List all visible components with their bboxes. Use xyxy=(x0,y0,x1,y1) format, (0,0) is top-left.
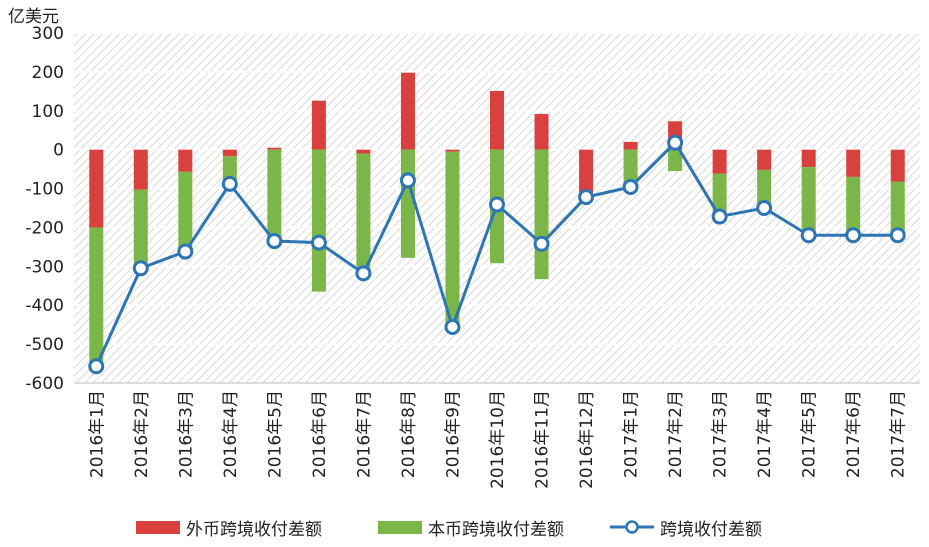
legend-swatch-local xyxy=(378,520,422,534)
bar-foreign xyxy=(445,149,460,152)
line-point xyxy=(533,235,550,252)
y-tick-label: -500 xyxy=(25,335,64,355)
legend-label-foreign: 外币跨境收付差额 xyxy=(186,519,322,540)
line-point xyxy=(489,196,505,213)
bar-foreign xyxy=(133,149,148,190)
x-tick-label: 2016年11月 xyxy=(533,390,553,489)
x-tick-label: 2016年9月 xyxy=(443,390,463,478)
legend-label-local: 本币跨境收付差额 xyxy=(428,519,564,540)
x-tick-label: 2016年8月 xyxy=(399,390,419,478)
bar-local xyxy=(445,151,460,328)
bar-foreign xyxy=(712,149,727,174)
bar-local xyxy=(668,149,683,172)
line-point xyxy=(355,265,372,282)
bar-foreign xyxy=(490,90,504,150)
x-tick-label: 2016年3月 xyxy=(176,390,196,478)
y-tick-label: -300 xyxy=(25,257,64,277)
line-point xyxy=(578,189,595,206)
bar-local xyxy=(757,169,772,209)
line-point xyxy=(132,260,149,277)
bar-foreign xyxy=(846,149,861,177)
bar-local xyxy=(356,153,371,274)
bar-foreign xyxy=(178,149,193,172)
x-tick-label: 2017年3月 xyxy=(711,390,731,478)
y-tick-label: 200 xyxy=(32,63,64,83)
bar-local xyxy=(890,181,905,236)
x-tick-label: 2016年10月 xyxy=(488,390,508,489)
line-point xyxy=(756,200,773,216)
x-tick-label: 2016年1月 xyxy=(87,390,107,478)
bar-foreign xyxy=(222,149,237,157)
y-tick-label: 100 xyxy=(32,102,64,122)
x-tick-label: 2017年5月 xyxy=(800,390,820,478)
bar-local xyxy=(133,189,148,270)
line-point xyxy=(622,179,639,195)
line-point xyxy=(310,234,327,251)
x-tick-label: 2016年12月 xyxy=(577,390,597,489)
line-point xyxy=(444,319,461,335)
y-axis-unit: 亿美元 xyxy=(8,7,59,27)
line-point xyxy=(266,233,283,250)
bar-local xyxy=(712,173,727,217)
y-tick-label: -400 xyxy=(25,296,64,316)
bar-foreign xyxy=(267,147,282,150)
line-point xyxy=(88,358,105,375)
x-tick-label: 2016年5月 xyxy=(265,390,285,478)
x-axis-ticks: 2016年1月 2016年2月 2016年3月 2016年4月 2016年5月 2016年… xyxy=(87,390,908,489)
y-tick-label: -100 xyxy=(25,180,64,200)
x-tick-label: 2017年2月 xyxy=(666,390,686,478)
y-tick-label: -600 xyxy=(25,374,64,394)
line-point xyxy=(889,227,906,244)
legend-swatch-total xyxy=(610,520,654,534)
y-axis-ticks: 300 200 100 0 -100 -200 -300 -400 -500 -600 xyxy=(25,24,64,394)
bar-foreign xyxy=(801,149,816,168)
bar-local xyxy=(178,171,193,252)
x-tick-label: 2017年6月 xyxy=(844,390,864,478)
bar-local xyxy=(623,149,638,188)
line-point xyxy=(800,227,817,244)
bar-foreign xyxy=(534,113,549,150)
bar-foreign xyxy=(311,100,326,150)
x-tick-label: 2017年4月 xyxy=(755,390,775,478)
legend-swatch-foreign xyxy=(136,520,180,534)
bar-foreign xyxy=(356,149,371,154)
x-tick-label: 2016年7月 xyxy=(354,390,374,478)
bar-local xyxy=(311,149,326,292)
line-point xyxy=(845,227,862,244)
line-point xyxy=(177,243,194,260)
line-point xyxy=(221,175,238,192)
bar-local xyxy=(267,149,282,243)
legend-item-foreign: 外币跨境收付差额 xyxy=(136,512,322,542)
bar-local xyxy=(400,149,415,258)
bar-local xyxy=(846,176,861,236)
y-tick-label: -200 xyxy=(25,218,64,238)
total-line xyxy=(88,134,906,375)
bar-local xyxy=(534,149,549,280)
x-tick-label: 2016年6月 xyxy=(310,390,330,478)
y-tick-label: 0 xyxy=(53,141,64,161)
x-tick-label: 2016年2月 xyxy=(132,390,152,478)
bar-foreign xyxy=(579,149,594,193)
legend-label-total: 跨境收付差额 xyxy=(660,519,762,540)
bar-foreign xyxy=(400,72,415,150)
bar-local xyxy=(89,227,104,367)
line-point xyxy=(667,134,684,151)
bar-foreign xyxy=(89,149,104,228)
y-tick-label: 300 xyxy=(32,24,64,44)
legend-item-local: 本币跨境收付差额 xyxy=(378,512,564,542)
line-point xyxy=(711,208,728,225)
x-tick-label: 2016年4月 xyxy=(221,390,241,478)
bar-local xyxy=(801,167,816,236)
bar-foreign xyxy=(890,149,905,182)
legend: 外币跨境收付差额 本币跨境收付差额 跨境收付差额 xyxy=(0,512,929,542)
line-point xyxy=(399,172,416,189)
x-tick-label: 2017年1月 xyxy=(622,390,642,478)
bar-foreign xyxy=(623,141,638,150)
x-tick-label: 2017年7月 xyxy=(889,390,909,478)
legend-item-total: 跨境收付差额 xyxy=(610,512,762,542)
bar-foreign xyxy=(757,149,772,170)
